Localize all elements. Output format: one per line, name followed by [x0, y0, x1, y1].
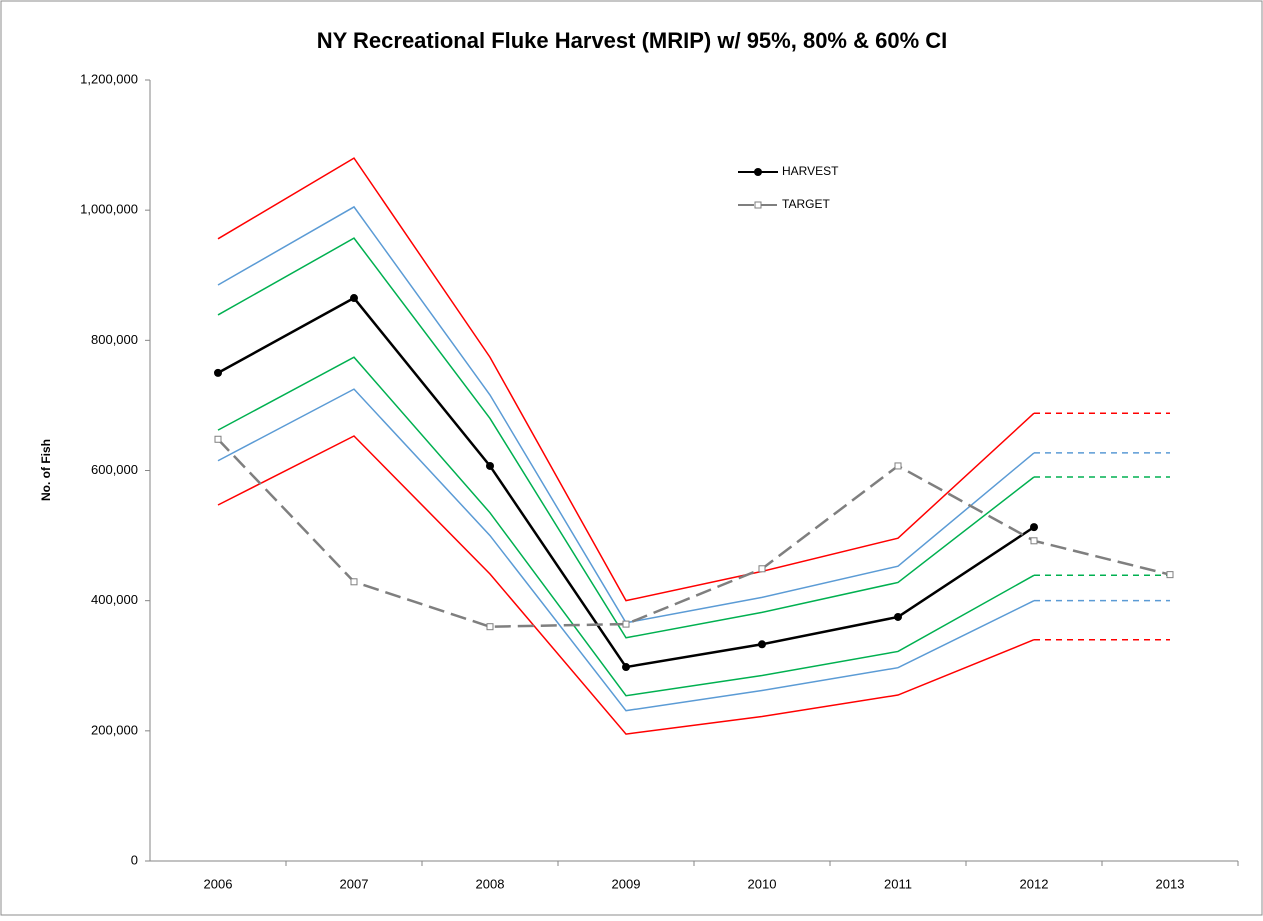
data-point [214, 435, 222, 443]
series-line [217, 388, 1035, 712]
x-tick-label: 2012 [1020, 876, 1049, 891]
legend-label: HARVEST [782, 164, 839, 178]
data-point [622, 663, 630, 672]
legend-marker [754, 168, 762, 176]
data-point [758, 640, 766, 649]
y-tick-label: 400,000 [91, 592, 138, 607]
y-tick-label: 600,000 [91, 462, 138, 477]
data-point [1166, 571, 1174, 579]
y-axis-label: No. of Fish [39, 439, 53, 501]
x-tick-label: 2010 [748, 876, 777, 891]
x-tick-label: 2009 [612, 876, 641, 891]
legend-label: TARGET [782, 197, 830, 211]
y-tick-label: 1,000,000 [80, 202, 138, 217]
data-point [486, 623, 494, 631]
data-point [350, 294, 358, 303]
y-tick-label: 1,200,000 [80, 71, 138, 86]
data-point [758, 565, 766, 573]
series-line [217, 157, 1035, 602]
data-point [486, 461, 494, 470]
chart-title: NY Recreational Fluke Harvest (MRIP) w/ … [317, 28, 948, 53]
x-tick-label: 2011 [884, 876, 912, 891]
y-tick-label: 800,000 [91, 332, 138, 347]
data-point [350, 578, 358, 586]
data-point [214, 368, 222, 377]
series-line [217, 435, 1035, 735]
x-tick-label: 2007 [340, 876, 369, 891]
y-tick-label: 200,000 [91, 722, 138, 737]
y-tick-label: 0 [131, 852, 138, 867]
x-tick-label: 2013 [1156, 876, 1185, 891]
x-tick-label: 2008 [476, 876, 505, 891]
data-point [1030, 537, 1038, 545]
data-point [622, 620, 630, 628]
series-line [217, 237, 1035, 639]
data-point [894, 612, 902, 621]
series-line [217, 356, 1035, 697]
data-point [1030, 523, 1038, 532]
series-line [217, 438, 1171, 628]
legend-marker [754, 201, 762, 209]
data-point [894, 462, 902, 470]
x-tick-label: 2006 [204, 876, 233, 891]
